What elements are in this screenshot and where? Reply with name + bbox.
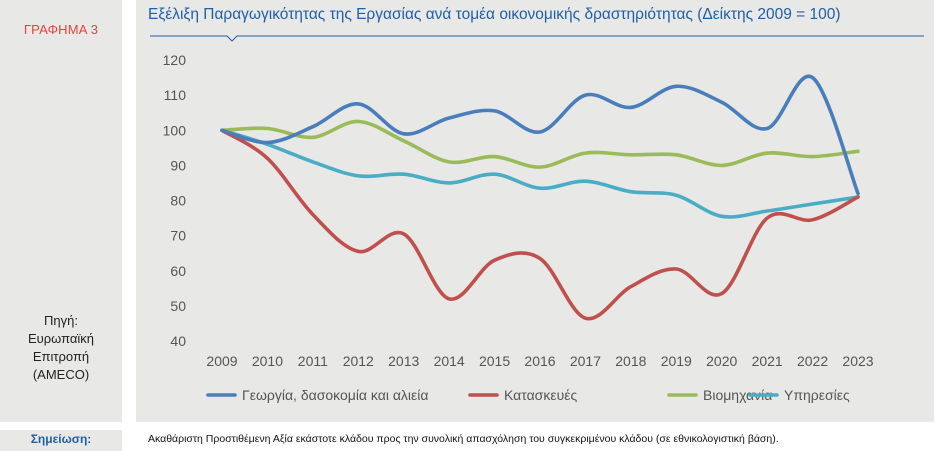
x-tick-label: 2015	[479, 353, 510, 369]
legend-label: Κατασκευές	[504, 387, 577, 403]
legend-label: Βιομηχανία	[703, 387, 772, 403]
y-tick-label: 80	[170, 193, 186, 209]
source-line: Επιτροπή	[32, 349, 90, 364]
panel-divider	[122, 0, 136, 422]
y-tick-label: 50	[170, 298, 186, 314]
series-line-4	[220, 128, 860, 219]
legend-label: Υπηρεσίες	[784, 387, 850, 403]
left-panel	[0, 0, 122, 422]
x-tick-label: 2013	[388, 353, 419, 369]
series-line-1	[220, 74, 860, 196]
legend-label: Γεωργία, δασοκομία και αλιεία	[242, 387, 429, 403]
note-text: Ακαθάριστη Προστιθέμενη Αξία εκάστοτε κλ…	[148, 433, 779, 445]
x-tick-label: 2020	[706, 353, 737, 369]
x-tick-label: 2009	[206, 353, 237, 369]
x-tick-label: 2016	[524, 353, 555, 369]
x-tick-label: 2012	[343, 353, 374, 369]
figure-label: ΓΡΑΦΗΜΑ 3	[23, 22, 99, 37]
note-label: Σημείωση:	[30, 432, 92, 446]
y-tick-label: 70	[170, 228, 186, 244]
x-tick-label: 2010	[252, 353, 283, 369]
title-underline	[150, 35, 924, 42]
source-line: Πηγή:	[44, 313, 78, 328]
source-line: Ευρωπαϊκή	[27, 331, 95, 346]
x-tick-label: 2023	[842, 353, 873, 369]
source-text: Πηγή: Ευρωπαϊκή Επιτροπή (AMECO)	[0, 312, 122, 384]
source-line: (AMECO)	[32, 367, 90, 382]
series-line-3	[220, 119, 860, 169]
chart-panel	[136, 0, 934, 422]
x-tick-label: 2022	[797, 353, 828, 369]
x-tick-label: 2011	[298, 353, 328, 369]
y-tick-label: 100	[163, 122, 187, 138]
x-tick-label: 2014	[434, 353, 465, 369]
y-tick-label: 120	[163, 52, 187, 68]
x-tick-label: 2021	[752, 353, 783, 369]
series-line-2	[220, 128, 860, 321]
legend: Γεωργία, δασοκομία και αλιεία Κατασκευές Β…	[206, 387, 850, 403]
x-tick-label: 2019	[661, 353, 692, 369]
y-tick-label: 90	[170, 157, 186, 173]
chart-title: Εξέλιξη Παραγωγικότητας της Εργασίας ανά…	[148, 6, 841, 23]
title-rule-line	[150, 35, 924, 42]
x-tick-label: 2018	[615, 353, 646, 369]
series-layer	[220, 74, 860, 321]
y-axis: 40 50 60 70 80 90 100 110 120	[163, 52, 187, 349]
y-tick-label: 40	[170, 333, 186, 349]
x-tick-label: 2017	[570, 353, 601, 369]
section-gap	[0, 422, 934, 430]
y-tick-label: 60	[170, 263, 186, 279]
x-axis: 2009 2010 2011 2012 2013 2014 2015 2016 2017 2018…	[206, 353, 873, 369]
y-tick-label: 110	[164, 87, 187, 103]
note-label-panel	[0, 430, 122, 451]
note-text-panel	[136, 430, 934, 451]
